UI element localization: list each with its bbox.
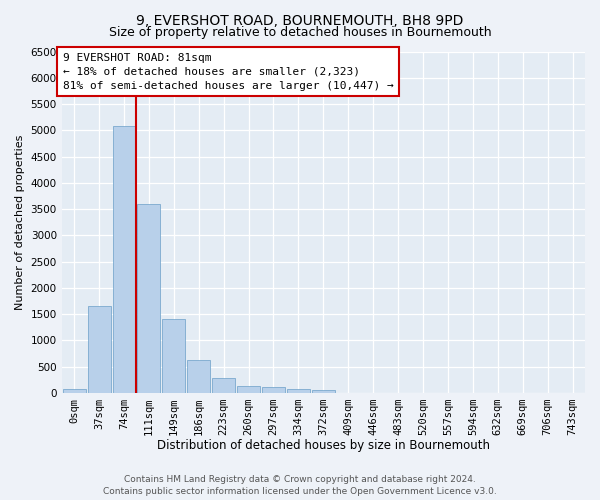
Text: Contains HM Land Registry data © Crown copyright and database right 2024.
Contai: Contains HM Land Registry data © Crown c…: [103, 474, 497, 496]
Bar: [287, 389, 310, 393]
Bar: [187, 360, 210, 393]
Bar: [62, 389, 86, 393]
Text: 9 EVERSHOT ROAD: 81sqm
← 18% of detached houses are smaller (2,323)
81% of semi-: 9 EVERSHOT ROAD: 81sqm ← 18% of detached…: [63, 52, 394, 90]
X-axis label: Distribution of detached houses by size in Bournemouth: Distribution of detached houses by size …: [157, 440, 490, 452]
Bar: [262, 388, 285, 393]
Y-axis label: Number of detached properties: Number of detached properties: [15, 134, 25, 310]
Bar: [88, 306, 110, 393]
Text: 9, EVERSHOT ROAD, BOURNEMOUTH, BH8 9PD: 9, EVERSHOT ROAD, BOURNEMOUTH, BH8 9PD: [136, 14, 464, 28]
Bar: [163, 320, 185, 393]
Text: Size of property relative to detached houses in Bournemouth: Size of property relative to detached ho…: [109, 26, 491, 39]
Bar: [312, 390, 335, 393]
Bar: [113, 126, 136, 393]
Bar: [212, 378, 235, 393]
Bar: [237, 386, 260, 393]
Bar: [137, 204, 160, 393]
